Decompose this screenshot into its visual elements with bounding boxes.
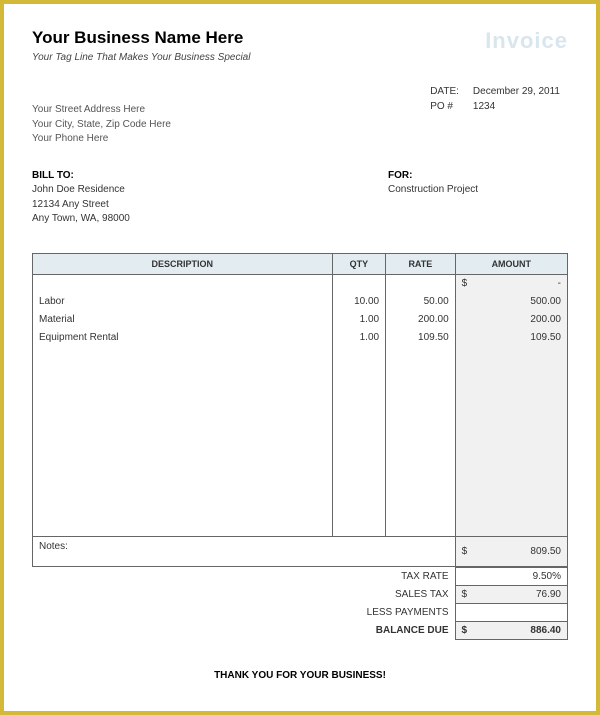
cell-rate: 109.50 [386,328,456,346]
sales-tax-label: SALES TAX [332,585,455,603]
amount-dash: - [558,278,561,289]
tax-rate-row: TAX RATE 9.50% [32,567,568,585]
cell-qty: 10.00 [332,292,386,310]
business-address: Your Street Address Here Your City, Stat… [32,103,171,147]
for-block: FOR: Construction Project [388,169,568,227]
tagline: Your Tag Line That Makes Your Business S… [32,52,250,63]
notes-label: Notes: [33,536,456,566]
totals-table: TAX RATE 9.50% SALES TAX $ 76.90 LESS PA… [32,567,568,640]
col-description: DESCRIPTION [33,253,333,274]
invoice-meta: DATE: December 29, 2011 PO # 1234 [422,83,568,147]
table-row: Equipment Rental 1.00 109.50 109.50 [33,328,568,346]
cell-qty: 1.00 [332,310,386,328]
subtotal-value: 809.50 [530,546,561,557]
sales-tax-row: SALES TAX $ 76.90 [32,585,568,603]
tax-rate-value: 9.50% [455,567,567,585]
balance-due-value: 886.40 [530,625,561,636]
address-line-3: Your Phone Here [32,132,171,147]
table-row: Labor 10.00 50.00 500.00 [33,292,568,310]
date-label: DATE: [424,85,465,98]
col-rate: RATE [386,253,456,274]
bill-to-line-3: Any Town, WA, 98000 [32,212,130,227]
business-name: Your Business Name Here [32,28,250,48]
tax-rate-label: TAX RATE [332,567,455,585]
balance-due-label: BALANCE DUE [332,621,455,639]
bill-to-line-2: 12134 Any Street [32,198,130,213]
po-label: PO # [424,100,465,113]
table-row: Material 1.00 200.00 200.00 [33,310,568,328]
cell-amount: 109.50 [455,328,567,346]
address-line-2: Your City, State, Zip Code Here [32,118,171,133]
currency-symbol: $ [462,546,468,557]
cell-qty: 1.00 [332,328,386,346]
less-payments-label: LESS PAYMENTS [332,603,455,621]
for-label: FOR: [388,169,568,184]
table-filler [33,346,568,536]
currency-symbol: $ [462,278,468,289]
sales-tax-value: 76.90 [536,589,561,600]
col-qty: QTY [332,253,386,274]
currency-symbol: $ [462,625,468,636]
invoice-title: Invoice [485,28,568,54]
date-value: December 29, 2011 [467,85,566,98]
cell-amount: 500.00 [455,292,567,310]
cell-desc: Material [33,310,333,328]
for-value: Construction Project [388,183,568,198]
cell-rate: 50.00 [386,292,456,310]
balance-due-row: BALANCE DUE $ 886.40 [32,621,568,639]
table-header-row: DESCRIPTION QTY RATE AMOUNT [33,253,568,274]
bill-to-block: BILL TO: John Doe Residence 12134 Any St… [32,169,130,227]
cell-desc: Labor [33,292,333,310]
po-value: 1234 [467,100,566,113]
bill-to-line-1: John Doe Residence [32,183,130,198]
less-payments-row: LESS PAYMENTS [32,603,568,621]
cell-amount: 200.00 [455,310,567,328]
amount-prefix-row: $ - [33,274,568,292]
col-amount: AMOUNT [455,253,567,274]
footer-message: THANK YOU FOR YOUR BUSINESS! [32,670,568,681]
bill-to-label: BILL TO: [32,169,130,184]
address-line-1: Your Street Address Here [32,103,171,118]
notes-row: Notes: $ 809.50 [33,536,568,566]
cell-rate: 200.00 [386,310,456,328]
cell-desc: Equipment Rental [33,328,333,346]
line-items-table: DESCRIPTION QTY RATE AMOUNT $ - Labor 10… [32,253,568,567]
currency-symbol: $ [462,589,468,600]
less-payments-value [455,603,567,621]
